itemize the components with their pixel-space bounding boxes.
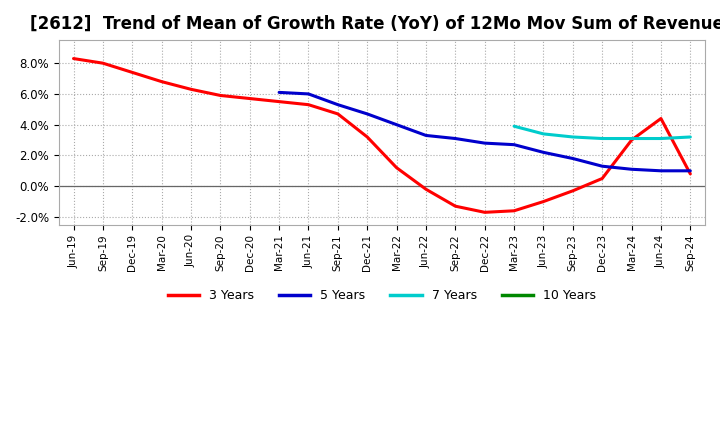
Title: [2612]  Trend of Mean of Growth Rate (YoY) of 12Mo Mov Sum of Revenues: [2612] Trend of Mean of Growth Rate (YoY…	[30, 15, 720, 33]
Legend: 3 Years, 5 Years, 7 Years, 10 Years: 3 Years, 5 Years, 7 Years, 10 Years	[163, 284, 601, 307]
